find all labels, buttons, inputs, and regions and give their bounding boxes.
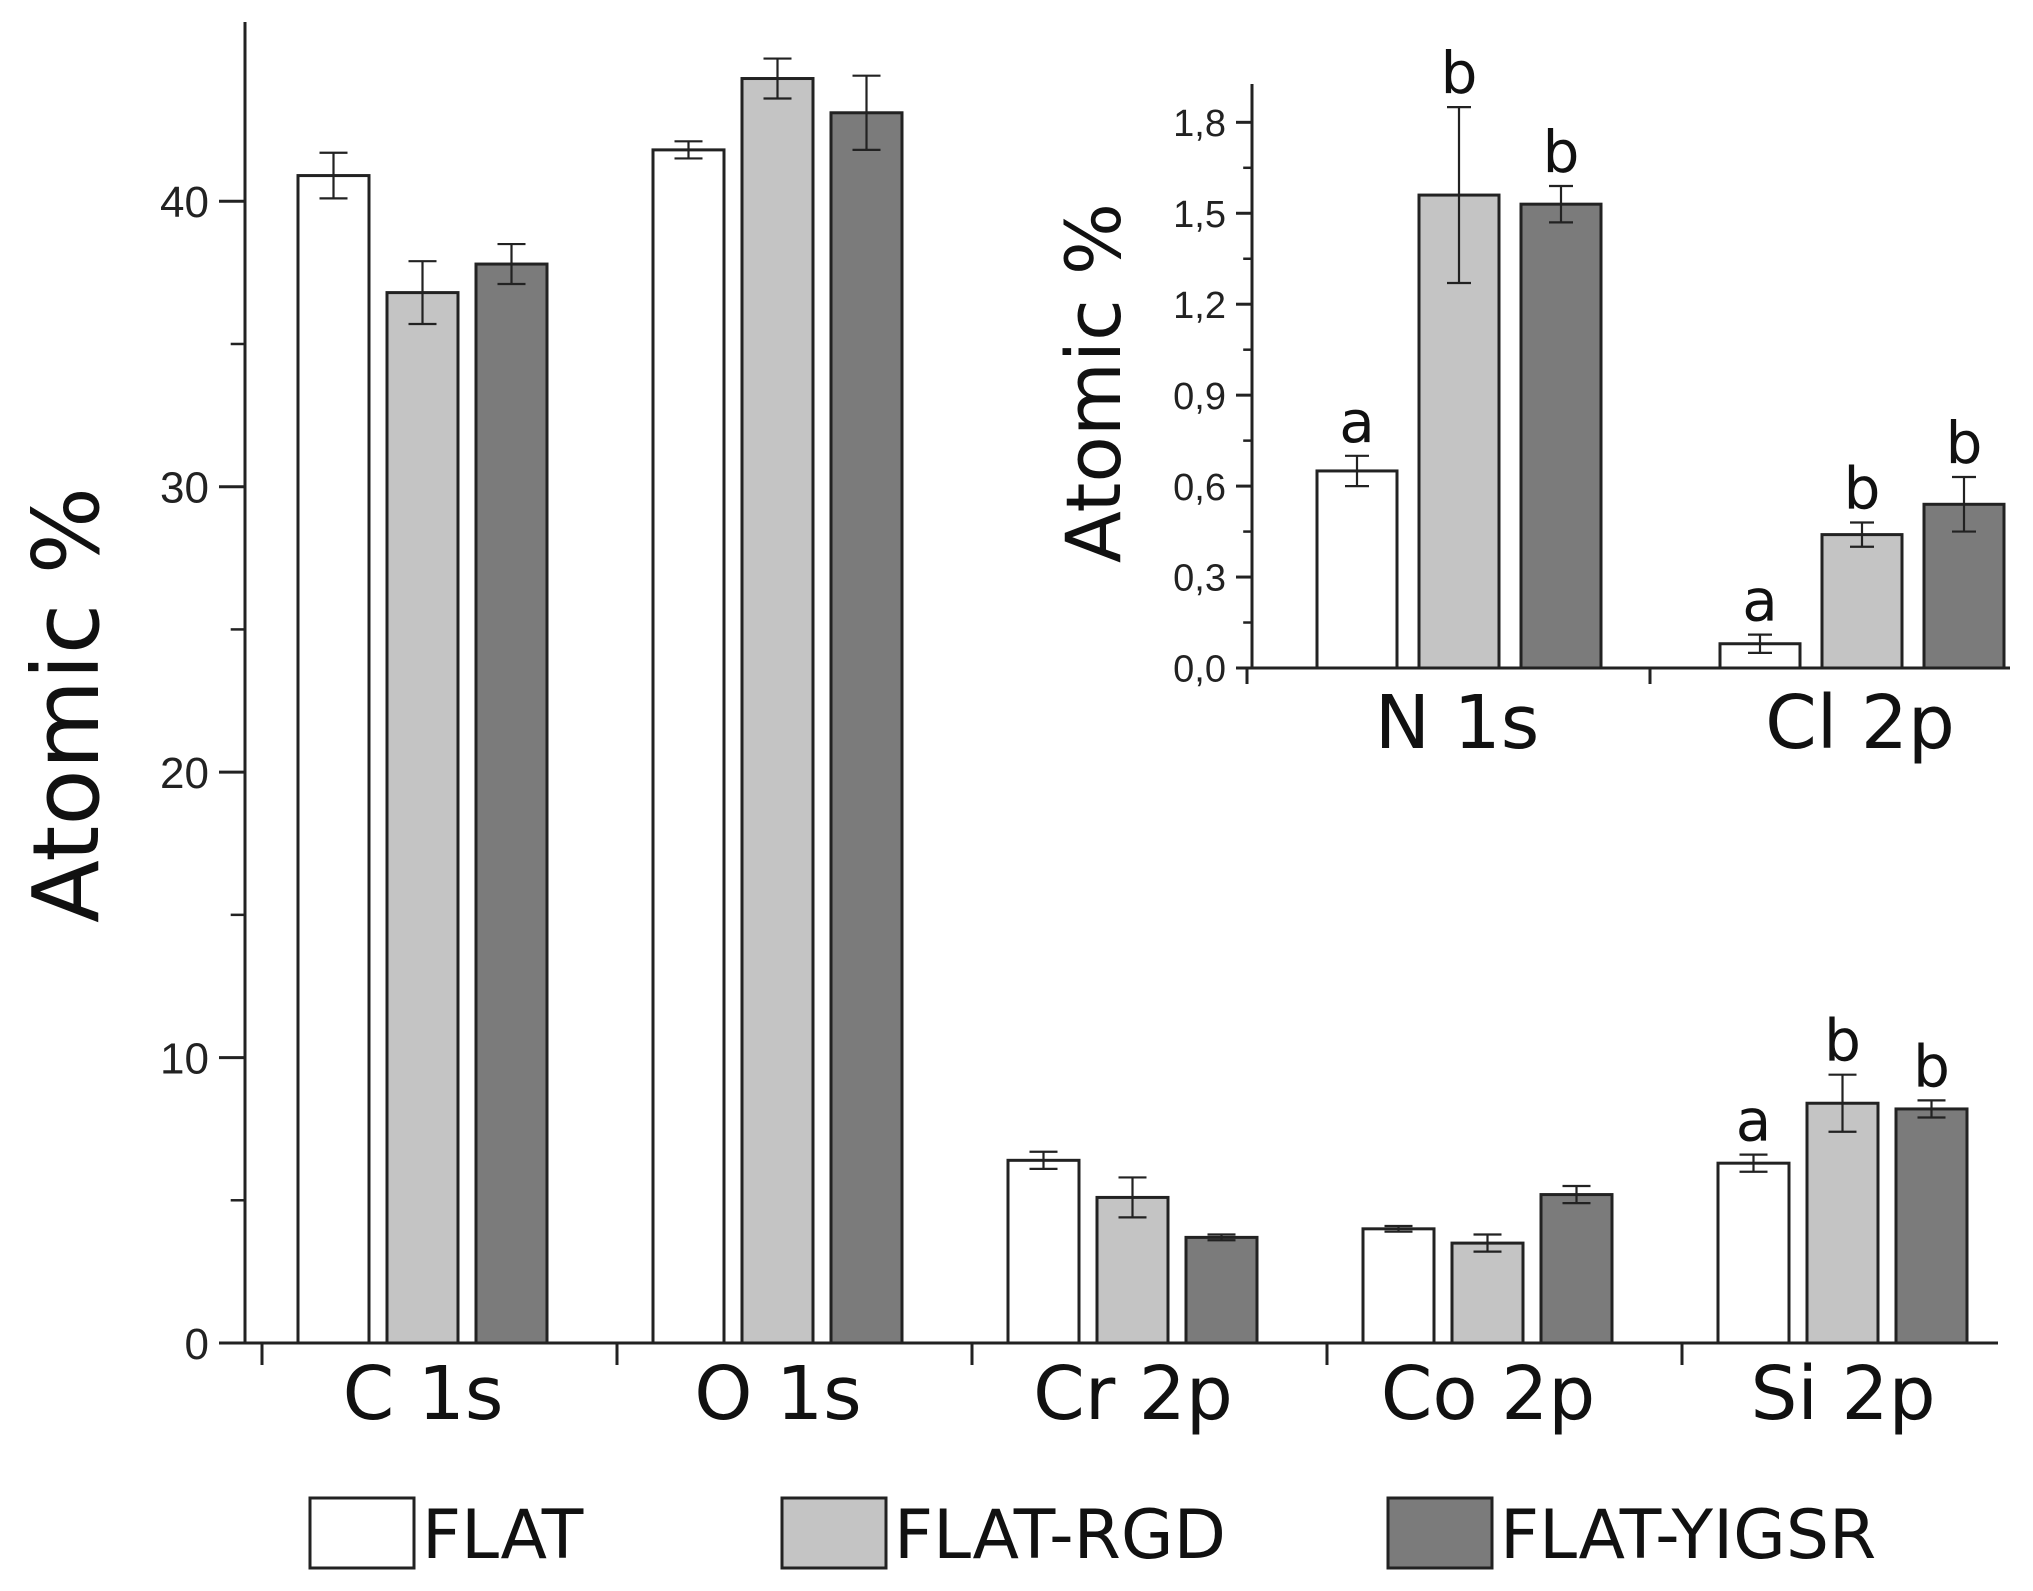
- error-bar-o-1s-flat: [674, 140, 703, 160]
- y-tick-label: 1,5: [1173, 194, 1226, 236]
- error-bar-cr-2p-flat-rgd: [1118, 1176, 1147, 1219]
- legend-label-flat-rgd: FLAT-RGD: [894, 1496, 1226, 1575]
- bar-cr-2p-flat-yigsr: [1184, 1235, 1259, 1345]
- significance-label-n-1s-flat-rgd: b: [1441, 39, 1478, 107]
- bar-o-1s-flat-rgd: [740, 77, 815, 1345]
- inset-y-axis-title: Atomic %: [1049, 203, 1138, 563]
- error-bar-cl-2p-flat-rgd: [1850, 521, 1874, 548]
- significance-label-si-2p-flat-yigsr: b: [1913, 1032, 1950, 1100]
- bar-si-2p-flat: [1716, 1161, 1791, 1345]
- y-tick-label: 1,8: [1173, 103, 1226, 145]
- category-label-cr-2p: Cr 2p: [1033, 1351, 1233, 1437]
- significance-label-cl-2p-flat: a: [1742, 567, 1778, 635]
- bar-si-2p-flat-rgd: [1805, 1101, 1880, 1345]
- significance-label-si-2p-flat: a: [1736, 1087, 1772, 1155]
- significance-label-n-1s-flat: a: [1339, 388, 1375, 456]
- error-bar-n-1s-flat-yigsr: [1549, 184, 1573, 224]
- bar-c-1s-flat: [296, 174, 371, 1345]
- y-tick-label: 1,2: [1173, 285, 1226, 327]
- category-label-si-2p: Si 2p: [1750, 1351, 1935, 1437]
- bar-n-1s-flat: [1315, 469, 1399, 670]
- bar-o-1s-flat-yigsr: [829, 111, 904, 1345]
- category-label-co-2p: Co 2p: [1381, 1351, 1596, 1437]
- bar-co-2p-flat-rgd: [1450, 1241, 1525, 1345]
- y-tick-label: 0,3: [1173, 558, 1226, 600]
- bar-n-1s-flat-yigsr: [1519, 202, 1603, 670]
- legend-label-flat: FLAT: [422, 1496, 584, 1575]
- error-bar-co-2p-flat-yigsr: [1562, 1184, 1591, 1205]
- error-bar-si-2p-flat: [1739, 1153, 1768, 1173]
- error-bar-si-2p-flat-rgd: [1828, 1073, 1857, 1133]
- main-y-axis-title: Atomic %: [13, 487, 120, 923]
- error-bar-c-1s-flat-rgd: [408, 260, 437, 326]
- bar-c-1s-flat-yigsr: [474, 262, 549, 1345]
- error-bar-o-1s-flat-yigsr: [852, 74, 881, 151]
- error-bar-c-1s-flat: [319, 151, 348, 200]
- y-tick-label: 10: [160, 1034, 209, 1083]
- error-bar-n-1s-flat: [1345, 454, 1369, 488]
- legend-swatch-flat-yigsr: [1386, 1496, 1494, 1570]
- category-label-c-1s: C 1s: [343, 1351, 504, 1437]
- error-bar-cl-2p-flat: [1748, 633, 1772, 654]
- category-label-cl-2p: Cl 2p: [1765, 680, 1955, 766]
- category-label-n-1s: N 1s: [1375, 680, 1540, 766]
- error-bar-cr-2p-flat: [1029, 1150, 1058, 1170]
- significance-label-cl-2p-flat-yigsr: b: [1946, 409, 1983, 477]
- bar-cr-2p-flat-rgd: [1095, 1195, 1170, 1345]
- error-bar-o-1s-flat-rgd: [763, 57, 792, 100]
- bar-co-2p-flat: [1361, 1227, 1436, 1345]
- legend-label-flat-yigsr: FLAT-YIGSR: [1500, 1496, 1876, 1575]
- y-tick-label: 0,9: [1173, 376, 1226, 418]
- bar-o-1s-flat: [651, 148, 726, 1345]
- legend-swatch-flat: [308, 1496, 416, 1570]
- error-bar-n-1s-flat-rgd: [1447, 106, 1471, 285]
- significance-label-si-2p-flat-rgd: b: [1824, 1007, 1861, 1075]
- y-tick-label: 0,0: [1173, 649, 1226, 691]
- legend-swatch-flat-rgd: [780, 1496, 888, 1570]
- significance-label-n-1s-flat-yigsr: b: [1543, 118, 1580, 186]
- y-tick-label: 40: [160, 178, 209, 227]
- bar-si-2p-flat-yigsr: [1894, 1107, 1969, 1345]
- category-label-o-1s: O 1s: [694, 1351, 861, 1437]
- y-tick-label: 0: [185, 1320, 209, 1369]
- y-tick-label: 20: [160, 749, 209, 798]
- bar-n-1s-flat-rgd: [1417, 193, 1501, 670]
- error-bar-c-1s-flat-yigsr: [497, 242, 526, 286]
- error-bar-cl-2p-flat-yigsr: [1952, 475, 1976, 533]
- significance-label-cl-2p-flat-rgd: b: [1844, 454, 1881, 522]
- error-bar-cr-2p-flat-yigsr: [1207, 1233, 1236, 1242]
- bar-cl-2p-flat-rgd: [1820, 533, 1904, 670]
- error-bar-co-2p-flat-rgd: [1473, 1233, 1502, 1253]
- y-tick-label: 30: [160, 464, 209, 513]
- y-tick-label: 0,6: [1173, 467, 1226, 509]
- error-bar-co-2p-flat: [1384, 1224, 1413, 1233]
- legend: FLAT FLAT-RGD FLAT-YIGSR: [308, 1496, 1876, 1575]
- bar-cr-2p-flat: [1006, 1158, 1081, 1345]
- error-bar-si-2p-flat-yigsr: [1917, 1099, 1946, 1119]
- bar-co-2p-flat-yigsr: [1539, 1193, 1614, 1345]
- bar-c-1s-flat-rgd: [385, 291, 460, 1345]
